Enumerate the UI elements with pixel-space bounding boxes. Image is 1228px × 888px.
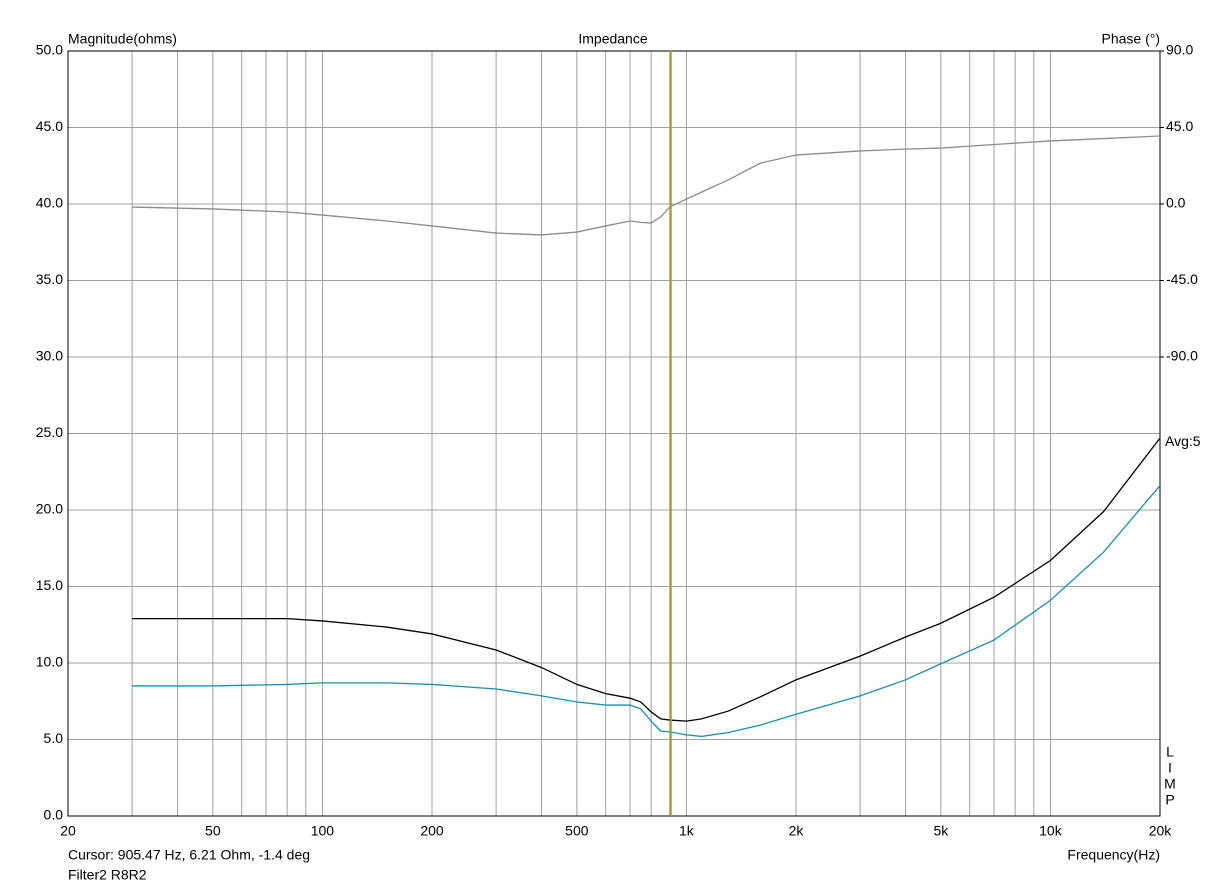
- side-letter: P: [1165, 792, 1174, 808]
- x-tick-label: 2k: [789, 823, 805, 839]
- avg-label: Avg:5: [1165, 433, 1201, 449]
- side-letter: M: [1164, 776, 1176, 792]
- x-tick-label: 1k: [679, 823, 695, 839]
- side-letter: I: [1168, 760, 1172, 776]
- x-tick-label: 5k: [933, 823, 949, 839]
- y-tick-label: 5.0: [44, 730, 64, 746]
- x-tick-label: 20: [60, 823, 76, 839]
- y2-axis-label: Phase (°): [1101, 31, 1160, 47]
- cursor-readout: Cursor: 905.47 Hz, 6.21 Ohm, -1.4 deg: [68, 847, 310, 863]
- y2-tick-label: -90.0: [1166, 348, 1198, 364]
- y2-tick-label: 0.0: [1166, 195, 1186, 211]
- x-axis-label: Frequency(Hz): [1067, 847, 1160, 863]
- plot-frame: [67, 50, 1161, 817]
- y-tick-label: 35.0: [36, 271, 63, 287]
- y2-tick-label: 90.0: [1166, 42, 1193, 58]
- y2-tick-label: 45.0: [1166, 118, 1193, 134]
- side-letter: L: [1166, 744, 1174, 760]
- y-tick-label: 10.0: [36, 654, 63, 670]
- y-tick-label: 15.0: [36, 577, 63, 593]
- series-line: [132, 437, 1161, 722]
- x-tick-label: 20k: [1149, 823, 1173, 839]
- y-tick-label: 40.0: [36, 195, 63, 211]
- x-tick-label: 500: [565, 823, 589, 839]
- x-tick-label: 50: [205, 823, 221, 839]
- series-line: [132, 135, 1161, 236]
- chart-title: Impedance: [578, 31, 647, 47]
- y-tick-label: 30.0: [36, 348, 63, 364]
- y-axis-label: Magnitude(ohms): [68, 31, 177, 47]
- y-tick-label: 20.0: [36, 501, 63, 517]
- y-tick-label: 25.0: [36, 424, 63, 440]
- y-tick-label: 0.0: [44, 807, 64, 823]
- x-tick-label: 100: [311, 823, 335, 839]
- x-tick-label: 200: [420, 823, 444, 839]
- y2-tick-label: -45.0: [1166, 271, 1198, 287]
- footer: Filter2 R8R2: [68, 867, 147, 883]
- x-tick-label: 10k: [1039, 823, 1063, 839]
- series-line: [132, 485, 1161, 738]
- y-tick-label: 45.0: [36, 118, 63, 134]
- y-tick-label: 50.0: [36, 42, 63, 58]
